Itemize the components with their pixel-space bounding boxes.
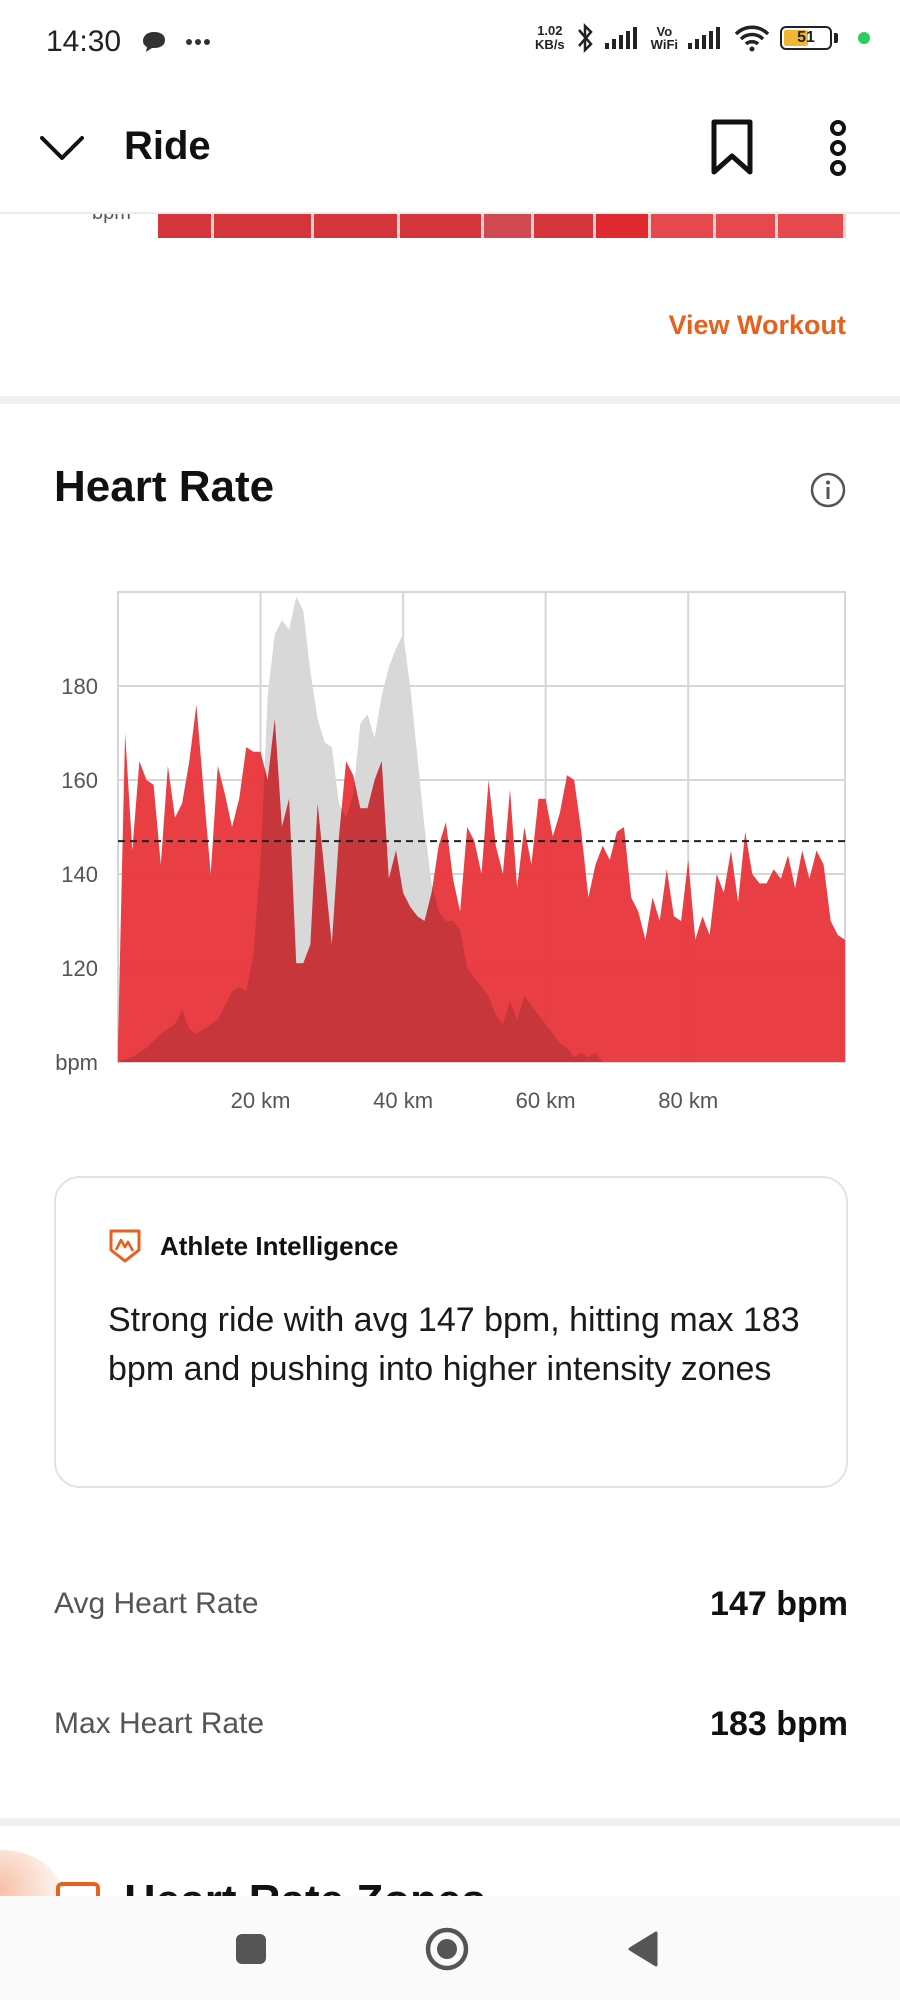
x-tick-label: 40 km	[373, 1088, 433, 1113]
signal-icon	[604, 27, 637, 49]
vowifi-indicator: Vo WiFi	[650, 24, 678, 52]
y-tick-label: bpm	[55, 1050, 98, 1075]
network-speed: 1.02 KB/s	[535, 23, 565, 52]
athlete-intelligence-title: Athlete Intelligence	[160, 1230, 399, 1261]
back-button[interactable]	[618, 1924, 668, 1974]
zone-segment	[314, 214, 400, 238]
zone-segment	[716, 214, 778, 238]
app-header: Ride	[0, 84, 900, 214]
heart-rate-chart-svg: bpm 120 140 160 180 20 km 40 km 60 km 80 km	[55, 591, 846, 1113]
info-button[interactable]	[810, 472, 846, 508]
zone-segment	[158, 214, 214, 238]
zone-segment	[484, 214, 534, 238]
stat-value: 183 bpm	[710, 1704, 848, 1743]
square-icon	[236, 1934, 266, 1964]
zone-segment	[214, 214, 314, 238]
x-tick-label: 80 km	[658, 1088, 718, 1113]
system-nav-bar	[0, 1896, 900, 2000]
y-tick-label: 120	[61, 956, 98, 981]
elevation-area	[118, 596, 845, 1062]
status-notification-icons	[141, 30, 211, 54]
zone-segment	[400, 214, 484, 238]
y-tick-label: 180	[61, 674, 98, 699]
zone-segment	[778, 214, 846, 238]
privacy-indicator-dot	[858, 32, 870, 44]
avg-heart-rate-row: Avg Heart Rate 147 bpm	[54, 1574, 848, 1634]
bookmark-icon	[711, 119, 753, 175]
status-bar: 14:30 1.02 KB/s Vo WiFi 51	[0, 0, 900, 84]
stat-label: Max Heart Rate	[54, 1707, 265, 1740]
home-circle-icon	[425, 1927, 469, 1971]
section-divider	[0, 1818, 900, 1826]
more-dots-icon	[186, 39, 211, 45]
collapse-button[interactable]	[38, 128, 86, 168]
stat-value: 147 bpm	[710, 1584, 848, 1623]
heart-rate-title: Heart Rate	[54, 462, 275, 511]
athlete-intelligence-header: Athlete Intelligence	[108, 1228, 398, 1264]
zone-segment	[534, 214, 596, 238]
chevron-down-icon	[40, 136, 84, 160]
heart-rate-zones-title: Heart Rate Zones	[124, 1876, 486, 1896]
bluetooth-icon	[577, 22, 593, 54]
heart-rate-chart[interactable]: bpm 120 140 160 180 20 km 40 km 60 km 80 km	[0, 580, 900, 1140]
page-title: Ride	[124, 124, 211, 168]
section-divider	[0, 396, 900, 404]
info-icon	[810, 472, 846, 508]
battery-icon: 51	[780, 26, 832, 50]
battery-percent: 51	[797, 29, 815, 46]
wifi-icon	[734, 25, 770, 52]
view-workout-link[interactable]: View Workout	[668, 310, 846, 340]
signal-icon-2	[688, 27, 720, 49]
athlete-intelligence-summary: Strong ride with avg 147 bpm, hitting ma…	[108, 1301, 800, 1388]
status-time: 14:30	[46, 25, 122, 58]
heart-rate-area	[118, 704, 845, 1062]
more-options-button[interactable]	[820, 118, 856, 178]
zone-segment	[596, 214, 651, 238]
athlete-intelligence-icon	[109, 1229, 141, 1263]
x-tick-label: 20 km	[231, 1088, 291, 1113]
heart-rate-zones-peek: Heart Rate Zones	[0, 1826, 900, 1896]
stat-label: Avg Heart Rate	[54, 1587, 259, 1620]
back-triangle-icon	[628, 1931, 658, 1967]
bookmark-button[interactable]	[708, 118, 756, 178]
chat-bubble-icon	[143, 32, 166, 52]
max-heart-rate-row: Max Heart Rate 183 bpm	[54, 1694, 848, 1754]
more-vertical-icon	[830, 120, 846, 176]
y-tick-label: 160	[61, 768, 98, 793]
zone-segment	[651, 214, 716, 238]
home-button[interactable]	[422, 1924, 472, 1974]
x-tick-label: 60 km	[516, 1088, 576, 1113]
zones-icon	[56, 1882, 100, 1896]
status-right-icons: 1.02 KB/s Vo WiFi 51	[535, 22, 870, 54]
y-tick-label: 140	[61, 862, 98, 887]
power-zone-strip	[158, 214, 848, 238]
athlete-intelligence-card: Athlete Intelligence Strong ride with av…	[54, 1176, 848, 1488]
recents-button[interactable]	[226, 1924, 276, 1974]
